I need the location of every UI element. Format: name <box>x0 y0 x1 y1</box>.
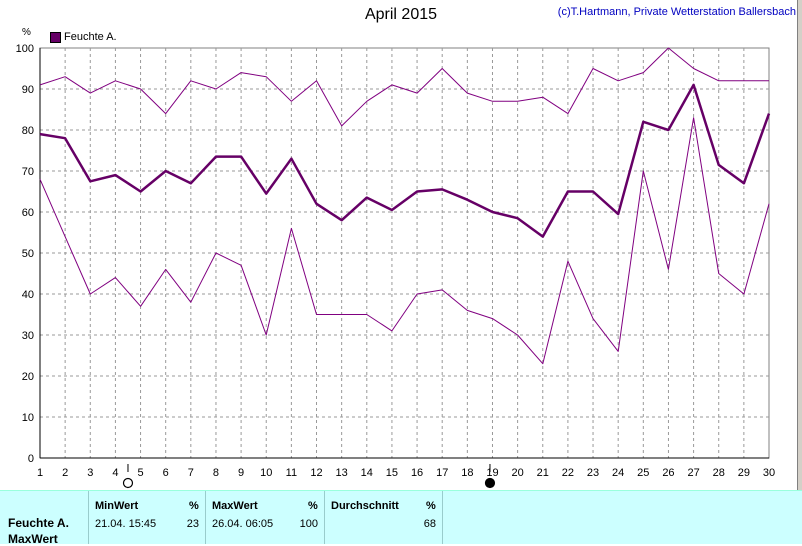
avg-header: Durchschnitt <box>331 500 399 512</box>
x-tick-label: 30 <box>763 467 775 479</box>
y-tick-label: 40 <box>22 289 34 301</box>
chart-title: April 2015 <box>364 6 438 23</box>
x-tick-label: 20 <box>511 467 523 479</box>
series-min-line <box>39 117 770 365</box>
x-tick-label: 25 <box>637 467 649 479</box>
y-tick-label: 30 <box>22 330 34 342</box>
y-tick-label: 60 <box>22 207 34 219</box>
legend-label: Feuchte A. <box>64 31 117 43</box>
footer-row-label-2: MaxWert <box>8 532 58 546</box>
series-max-line <box>39 47 769 127</box>
y-tick-label: 10 <box>22 412 34 424</box>
y-tick-label: 90 <box>22 84 34 96</box>
x-tick-label: 18 <box>461 467 473 479</box>
max-column: MaxWert % 26.04. 06:05 100 <box>205 491 324 544</box>
x-tick-label: 4 <box>112 467 118 479</box>
max-datetime: 26.04. 06:05 <box>212 518 274 530</box>
x-tick-label: 17 <box>436 467 448 479</box>
x-tick-label: 3 <box>87 467 93 479</box>
x-tick-label: 11 <box>286 467 297 479</box>
x-tick-label: 22 <box>562 467 574 479</box>
x-tick-label: 28 <box>713 467 725 479</box>
y-tick-label: 20 <box>22 371 34 383</box>
x-tick-label: 12 <box>310 467 322 479</box>
max-header: MaxWert <box>212 500 258 512</box>
x-tick-label: 13 <box>336 467 348 479</box>
avg-column: Durchschnitt % 68 <box>324 491 442 544</box>
x-tick-label: 19 <box>486 467 498 479</box>
x-tick-label: 7 <box>188 467 194 479</box>
vertical-scrollbar[interactable] <box>797 0 802 490</box>
legend-swatch <box>50 31 61 43</box>
x-tick-label: 26 <box>662 467 674 479</box>
x-tick-label: 14 <box>361 467 373 479</box>
y-tick-label: 70 <box>22 166 34 178</box>
x-tick-label: 27 <box>687 467 699 479</box>
y-axis-unit: % <box>22 27 31 38</box>
chart-credit: (c)T.Hartmann, Private Wetterstation Bal… <box>557 6 796 18</box>
min-column: MinWert % 21.04. 15:45 23 <box>88 491 205 544</box>
stats-footer: Feuchte A. MaxWert MinWert % 21.04. 15:4… <box>0 490 802 546</box>
y-tick-label: 50 <box>22 248 34 260</box>
x-tick-label: 21 <box>537 467 549 479</box>
full-moon-icon <box>122 477 134 489</box>
x-tick-label: 24 <box>612 467 624 479</box>
x-tick-label: 1 <box>37 467 43 479</box>
min-unit: % <box>189 500 199 512</box>
avg-value: 68 <box>423 518 436 530</box>
y-tick-label: 100 <box>16 43 34 55</box>
x-tick-label: 6 <box>163 467 169 479</box>
x-tick-label: 23 <box>587 467 599 479</box>
new-moon-icon <box>484 477 496 489</box>
x-tick-label: 2 <box>62 467 68 479</box>
x-tick-label: 15 <box>386 467 398 479</box>
footer-row-label: Feuchte A. <box>8 516 69 530</box>
x-tick-label: 16 <box>411 467 423 479</box>
min-value: 23 <box>186 518 199 530</box>
x-tick-label: 5 <box>137 467 143 479</box>
x-tick-label: 10 <box>260 467 272 479</box>
max-unit: % <box>308 500 318 512</box>
series-mean-line <box>39 83 771 238</box>
max-value: 100 <box>299 518 318 530</box>
y-tick-label: 80 <box>22 125 34 137</box>
x-tick-label: 8 <box>213 467 219 479</box>
legend: Feuchte A. <box>50 31 117 43</box>
footer-divider <box>442 491 443 544</box>
y-tick-label: 0 <box>28 453 34 465</box>
x-tick-label: 9 <box>238 467 244 479</box>
min-datetime: 21.04. 15:45 <box>95 518 157 530</box>
min-header: MinWert <box>95 500 139 512</box>
x-tick-label: 29 <box>738 467 750 479</box>
avg-unit: % <box>426 500 436 512</box>
